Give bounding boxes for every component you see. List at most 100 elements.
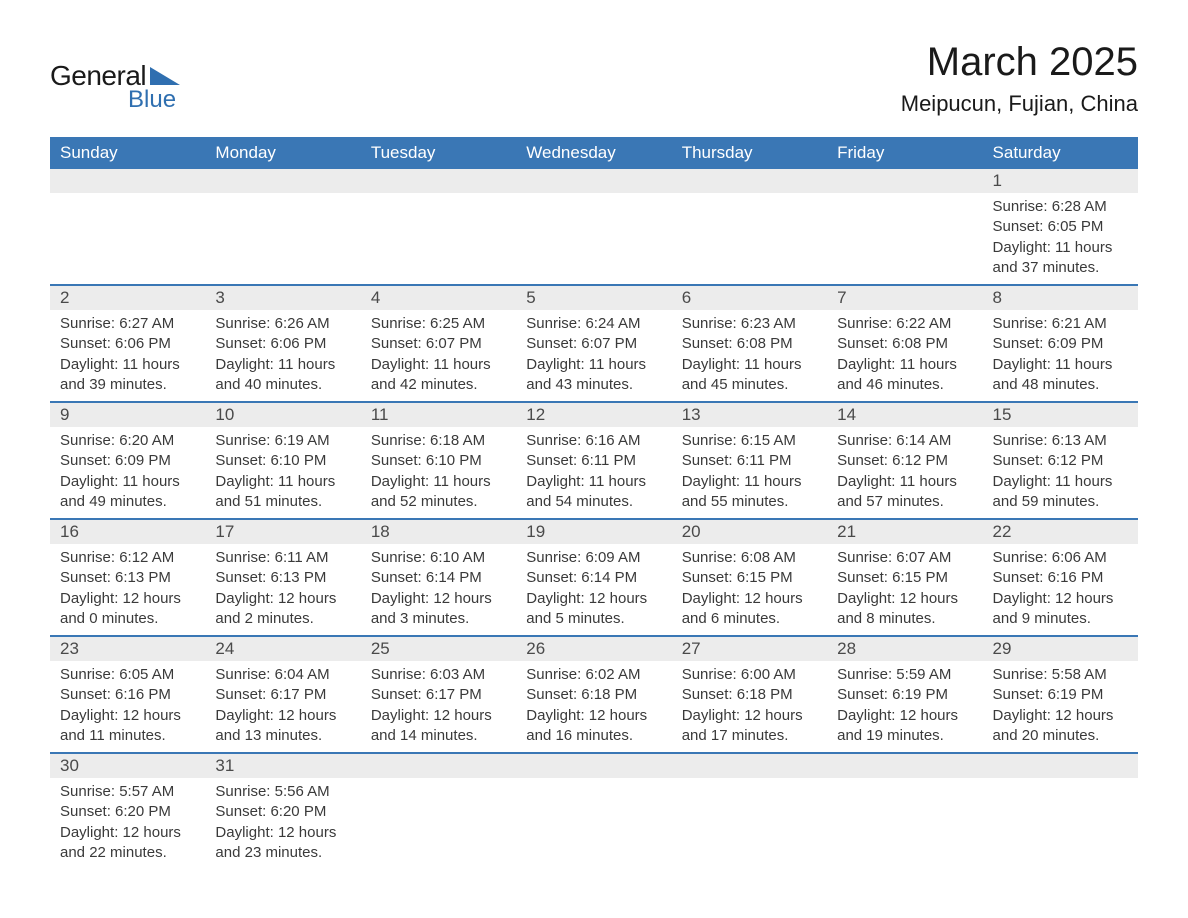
day-number: 22	[983, 520, 1138, 544]
sunrise-text: Sunrise: 6:27 AM	[60, 314, 195, 334]
sunrise-text: Sunrise: 6:28 AM	[993, 197, 1128, 217]
day-number: 18	[361, 520, 516, 544]
day-header: Sunday	[50, 137, 205, 169]
day-details: Sunrise: 6:10 AMSunset: 6:14 PMDaylight:…	[361, 544, 516, 635]
sunset-text: Sunset: 6:20 PM	[215, 802, 350, 822]
day-number	[516, 754, 671, 778]
day-details	[361, 778, 516, 864]
day-details: Sunrise: 6:00 AMSunset: 6:18 PMDaylight:…	[672, 661, 827, 752]
day-details	[827, 193, 982, 279]
calendar-cell: 10Sunrise: 6:19 AMSunset: 6:10 PMDayligh…	[205, 402, 360, 519]
sunset-text: Sunset: 6:09 PM	[993, 334, 1128, 354]
sunrise-text: Sunrise: 6:21 AM	[993, 314, 1128, 334]
sunset-text: Sunset: 6:08 PM	[682, 334, 817, 354]
calendar-cell	[672, 169, 827, 285]
day-number: 11	[361, 403, 516, 427]
calendar-cell: 28Sunrise: 5:59 AMSunset: 6:19 PMDayligh…	[827, 636, 982, 753]
day-header: Saturday	[983, 137, 1138, 169]
sunset-text: Sunset: 6:13 PM	[215, 568, 350, 588]
sunrise-text: Sunrise: 6:03 AM	[371, 665, 506, 685]
day-number: 6	[672, 286, 827, 310]
day-header: Wednesday	[516, 137, 671, 169]
sunset-text: Sunset: 6:13 PM	[60, 568, 195, 588]
calendar-week-row: 16Sunrise: 6:12 AMSunset: 6:13 PMDayligh…	[50, 519, 1138, 636]
calendar-body: 1Sunrise: 6:28 AMSunset: 6:05 PMDaylight…	[50, 169, 1138, 869]
day-details: Sunrise: 6:06 AMSunset: 6:16 PMDaylight:…	[983, 544, 1138, 635]
day-number: 27	[672, 637, 827, 661]
day-number: 15	[983, 403, 1138, 427]
day-details: Sunrise: 6:02 AMSunset: 6:18 PMDaylight:…	[516, 661, 671, 752]
day-number	[516, 169, 671, 193]
day-number: 26	[516, 637, 671, 661]
day-details: Sunrise: 5:59 AMSunset: 6:19 PMDaylight:…	[827, 661, 982, 752]
day-number: 3	[205, 286, 360, 310]
sunrise-text: Sunrise: 6:20 AM	[60, 431, 195, 451]
calendar-cell: 24Sunrise: 6:04 AMSunset: 6:17 PMDayligh…	[205, 636, 360, 753]
daylight-text: Daylight: 11 hours and 52 minutes.	[371, 472, 506, 513]
calendar-cell: 31Sunrise: 5:56 AMSunset: 6:20 PMDayligh…	[205, 753, 360, 869]
calendar-cell: 4Sunrise: 6:25 AMSunset: 6:07 PMDaylight…	[361, 285, 516, 402]
sunset-text: Sunset: 6:12 PM	[837, 451, 972, 471]
calendar-cell: 17Sunrise: 6:11 AMSunset: 6:13 PMDayligh…	[205, 519, 360, 636]
day-number: 4	[361, 286, 516, 310]
day-details	[672, 778, 827, 864]
sunset-text: Sunset: 6:08 PM	[837, 334, 972, 354]
day-details	[205, 193, 360, 279]
title-block: March 2025 Meipucun, Fujian, China	[901, 40, 1138, 117]
calendar-table: Sunday Monday Tuesday Wednesday Thursday…	[50, 137, 1138, 869]
day-details: Sunrise: 5:58 AMSunset: 6:19 PMDaylight:…	[983, 661, 1138, 752]
sunrise-text: Sunrise: 6:02 AM	[526, 665, 661, 685]
day-number	[827, 169, 982, 193]
daylight-text: Daylight: 12 hours and 22 minutes.	[60, 823, 195, 864]
day-header: Monday	[205, 137, 360, 169]
day-details: Sunrise: 6:14 AMSunset: 6:12 PMDaylight:…	[827, 427, 982, 518]
daylight-text: Daylight: 12 hours and 2 minutes.	[215, 589, 350, 630]
calendar-cell: 3Sunrise: 6:26 AMSunset: 6:06 PMDaylight…	[205, 285, 360, 402]
sunrise-text: Sunrise: 6:09 AM	[526, 548, 661, 568]
day-number: 2	[50, 286, 205, 310]
daylight-text: Daylight: 11 hours and 59 minutes.	[993, 472, 1128, 513]
daylight-text: Daylight: 12 hours and 14 minutes.	[371, 706, 506, 747]
day-number: 29	[983, 637, 1138, 661]
calendar-cell: 22Sunrise: 6:06 AMSunset: 6:16 PMDayligh…	[983, 519, 1138, 636]
sunrise-text: Sunrise: 6:22 AM	[837, 314, 972, 334]
day-details	[827, 778, 982, 864]
daylight-text: Daylight: 12 hours and 9 minutes.	[993, 589, 1128, 630]
day-header: Thursday	[672, 137, 827, 169]
calendar-cell: 1Sunrise: 6:28 AMSunset: 6:05 PMDaylight…	[983, 169, 1138, 285]
calendar-cell: 25Sunrise: 6:03 AMSunset: 6:17 PMDayligh…	[361, 636, 516, 753]
day-number: 20	[672, 520, 827, 544]
day-details: Sunrise: 6:15 AMSunset: 6:11 PMDaylight:…	[672, 427, 827, 518]
day-details: Sunrise: 6:25 AMSunset: 6:07 PMDaylight:…	[361, 310, 516, 401]
day-number: 31	[205, 754, 360, 778]
daylight-text: Daylight: 12 hours and 0 minutes.	[60, 589, 195, 630]
sunset-text: Sunset: 6:14 PM	[526, 568, 661, 588]
daylight-text: Daylight: 12 hours and 20 minutes.	[993, 706, 1128, 747]
sunset-text: Sunset: 6:19 PM	[993, 685, 1128, 705]
daylight-text: Daylight: 11 hours and 57 minutes.	[837, 472, 972, 513]
day-details: Sunrise: 6:08 AMSunset: 6:15 PMDaylight:…	[672, 544, 827, 635]
day-details	[672, 193, 827, 279]
sunrise-text: Sunrise: 6:08 AM	[682, 548, 817, 568]
day-number: 19	[516, 520, 671, 544]
day-number: 30	[50, 754, 205, 778]
day-number	[205, 169, 360, 193]
day-details: Sunrise: 6:21 AMSunset: 6:09 PMDaylight:…	[983, 310, 1138, 401]
day-number: 16	[50, 520, 205, 544]
calendar-cell	[50, 169, 205, 285]
sunrise-text: Sunrise: 6:11 AM	[215, 548, 350, 568]
calendar-cell: 23Sunrise: 6:05 AMSunset: 6:16 PMDayligh…	[50, 636, 205, 753]
calendar-cell: 5Sunrise: 6:24 AMSunset: 6:07 PMDaylight…	[516, 285, 671, 402]
sunset-text: Sunset: 6:20 PM	[60, 802, 195, 822]
calendar-cell: 16Sunrise: 6:12 AMSunset: 6:13 PMDayligh…	[50, 519, 205, 636]
day-details: Sunrise: 6:05 AMSunset: 6:16 PMDaylight:…	[50, 661, 205, 752]
sunset-text: Sunset: 6:15 PM	[682, 568, 817, 588]
sunset-text: Sunset: 6:17 PM	[371, 685, 506, 705]
sunrise-text: Sunrise: 6:07 AM	[837, 548, 972, 568]
daylight-text: Daylight: 11 hours and 54 minutes.	[526, 472, 661, 513]
sunrise-text: Sunrise: 6:13 AM	[993, 431, 1128, 451]
day-number: 7	[827, 286, 982, 310]
calendar-cell: 18Sunrise: 6:10 AMSunset: 6:14 PMDayligh…	[361, 519, 516, 636]
calendar-header-row: Sunday Monday Tuesday Wednesday Thursday…	[50, 137, 1138, 169]
day-number	[827, 754, 982, 778]
